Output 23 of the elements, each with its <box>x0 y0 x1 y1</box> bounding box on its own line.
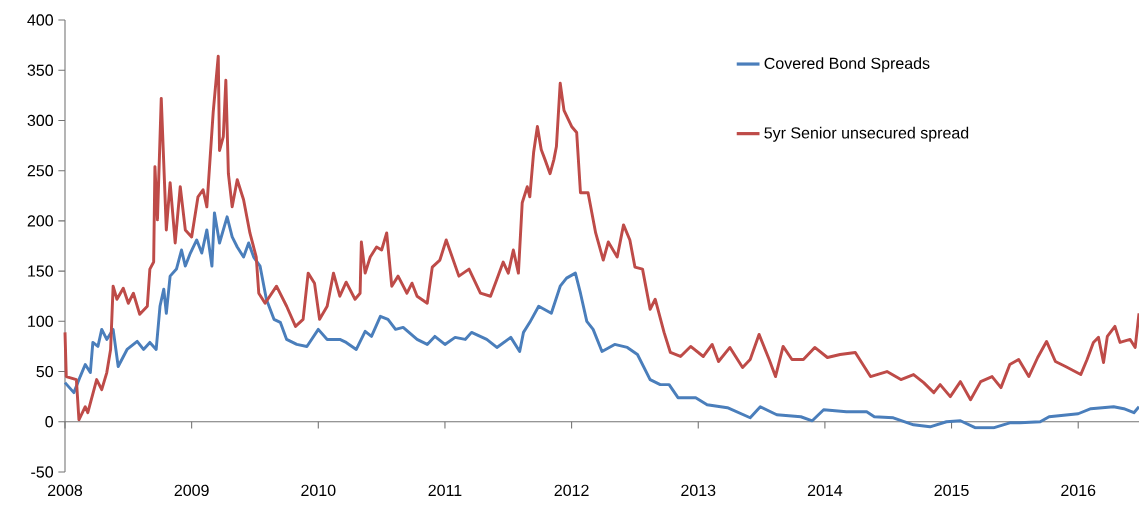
y-tick-label: 100 <box>28 315 54 327</box>
line-series <box>63 54 1139 422</box>
x-tick-label: 2011 <box>428 484 462 497</box>
y-tick-label: 400 <box>27 14 54 26</box>
line-series <box>63 211 1139 430</box>
legend-label: Covered Bond Spreads <box>764 57 930 73</box>
x-tick-label: 2013 <box>681 484 716 497</box>
legend-label: 5yr Senior unsecured spread <box>764 126 969 142</box>
x-tick-label: 2010 <box>301 484 336 497</box>
y-tick-label: 50 <box>36 365 54 378</box>
x-tick-label: 2009 <box>174 484 209 497</box>
y-tick-label: -50 <box>31 466 54 478</box>
x-tick-label: 2012 <box>554 484 589 497</box>
x-tick-label: 2014 <box>807 484 843 497</box>
y-tick-label: 300 <box>27 114 54 127</box>
x-tick-label: 2016 <box>1061 484 1096 497</box>
x-tick-label: 2015 <box>934 484 969 497</box>
y-tick-label: 250 <box>27 165 54 177</box>
x-tick-label: 2008 <box>48 484 83 497</box>
y-tick-label: 0 <box>45 416 54 428</box>
y-tick-label: 150 <box>28 265 54 277</box>
y-tick-label: 350 <box>27 64 54 76</box>
y-tick-label: 200 <box>27 215 54 227</box>
